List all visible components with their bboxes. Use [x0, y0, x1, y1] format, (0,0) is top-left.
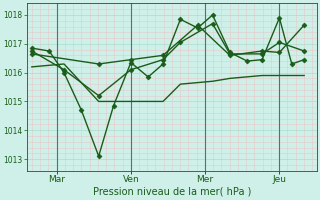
X-axis label: Pression niveau de la mer( hPa ): Pression niveau de la mer( hPa )	[92, 187, 251, 197]
